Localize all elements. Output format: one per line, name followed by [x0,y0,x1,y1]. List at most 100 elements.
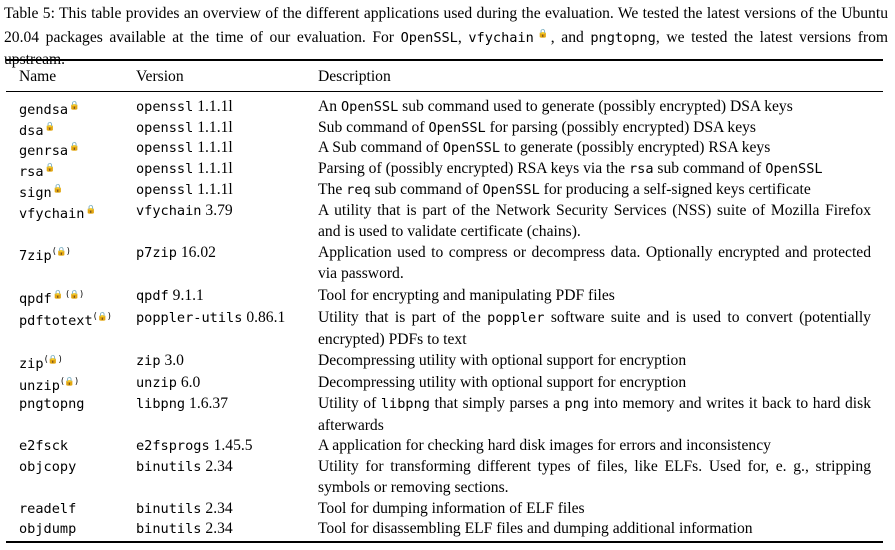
package-version: 9.1.1 [172,287,204,304]
package-name: binutils [136,521,202,537]
package-name: openssl [136,182,194,198]
app-name-text: zip [19,356,44,372]
description-text: Utility for transforming different types… [318,458,871,496]
description-text: software suite and is used to convert (p… [318,309,871,348]
description-text: Decompressing utility with optional supp… [318,374,687,391]
caption-text-1: Table 5: This table provides an overview… [4,5,888,46]
header-name: Name [19,68,57,85]
app-version: binutils 2.34 [136,456,233,478]
description-text: sub command used to generate (possibly e… [398,98,793,115]
app-version: openssl 1.1.1l [136,117,233,139]
app-name: objcopy [19,456,76,478]
app-name-text: objdump [19,521,77,537]
app-description: Utility that is part of the poppler soft… [318,307,871,350]
app-name-text: rsa [19,164,44,180]
app-version: openssl 1.1.1l [136,96,233,118]
app-description: A Sub command of OpenSSL to generate (po… [318,137,871,159]
package-version: 1.1.1l [197,181,233,198]
app-name: readelf [19,498,76,520]
description-code: OpenSSL [482,182,540,198]
lock-icon: (🔒) [93,312,111,322]
app-name-text: 7zip [19,248,52,264]
description-text: Utility of [318,395,381,412]
app-description: Application used to compress or decompre… [318,242,871,284]
package-version: 1.1.1l [197,98,233,115]
description-code: libpng [380,396,430,412]
lock-icon: 🔒 [44,122,56,132]
package-version: 1.6.37 [189,395,228,412]
app-description: Decompressing utility with optional supp… [318,372,871,393]
description-text: into memory and writes it back to hard d… [318,395,871,434]
caption-sep-1: , [457,29,469,46]
package-version: 1.1.1l [197,160,233,177]
top-rule [6,59,883,61]
app-description: Tool for encrypting and manipulating PDF… [318,285,871,306]
header-rule [6,91,883,92]
lock-icon: (🔒) [44,355,62,365]
description-text: sub command of [653,160,766,177]
package-name: openssl [136,99,194,115]
description-code: OpenSSL [428,120,486,136]
app-version: qpdf 9.1.1 [136,285,204,307]
app-description: Utility for transforming different types… [318,456,871,498]
package-name: binutils [136,459,202,475]
package-version: 3.0 [164,352,184,369]
app-name-text: objcopy [19,459,77,475]
package-name: openssl [136,120,194,136]
app-version: binutils 2.34 [136,518,233,540]
description-text: sub command of [370,181,483,198]
description-text: Parsing of (possibly encrypted) RSA keys… [318,160,629,177]
app-version: openssl 1.1.1l [136,137,233,159]
lock-icon: 🔒 [85,205,97,215]
lock-icon: 🔒 [534,29,551,39]
package-name: libpng [136,396,186,412]
package-name: vfychain [136,203,202,219]
package-name: qpdf [136,288,169,304]
app-name-text: unzip [19,378,60,394]
description-text: Tool for encrypting and manipulating PDF… [318,287,615,304]
description-text: The [318,181,347,198]
package-version: 1.1.1l [197,139,233,156]
lock-icon: 🔒 [69,142,80,152]
lock-icon: 🔒 [44,163,56,173]
caption-pngtopng: pngtopng [590,30,656,46]
package-version: 0.86.1 [246,309,286,326]
header-version: Version [136,68,184,85]
description-code: OpenSSL [340,99,399,115]
description-text: A Sub command of [318,139,443,156]
caption-sep-2: , and [550,29,591,46]
app-name-text: qpdf [19,291,52,307]
description-text: that simply parses a [429,395,565,412]
app-version: vfychain 3.79 [136,200,233,222]
package-name: openssl [136,140,194,156]
package-version: 16.02 [180,244,216,261]
package-name: poppler-utils [136,310,243,326]
app-name: gendsa🔒 [19,96,80,121]
description-text: for parsing (possibly encrypted) DSA key… [485,119,756,136]
package-version: 2.34 [205,458,233,475]
package-name: binutils [136,501,202,517]
app-description: An OpenSSL sub command used to generate … [318,96,871,118]
app-name-text: gendsa [19,102,69,118]
app-name: qpdf🔒 (🔒) [19,285,83,310]
description-code: png [564,396,590,412]
description-text: for producing a self-signed keys certifi… [539,181,811,198]
description-text: Decompressing utility with optional supp… [318,352,687,369]
app-name-text: dsa [19,123,44,139]
description-code: poppler [487,310,545,326]
app-version: p7zip 16.02 [136,242,216,264]
package-version: 1.1.1l [197,119,233,136]
app-name-text: sign [19,185,52,201]
app-version: openssl 1.1.1l [136,158,233,180]
app-version: e2fsprogs 1.45.5 [136,435,253,457]
app-name-text: e2fsck [19,438,69,454]
app-name: 7zip(🔒) [19,242,70,267]
app-description: The req sub command of OpenSSL for produ… [318,179,871,201]
app-description: A utility that is part of the Network Se… [318,200,871,242]
description-text: Utility that is part of the [318,309,488,326]
description-code: OpenSSL [442,140,501,156]
app-description: Parsing of (possibly encrypted) RSA keys… [318,158,871,180]
app-description: Tool for disassembling ELF files and dum… [318,518,871,539]
app-name: unzip(🔒) [19,372,78,397]
description-code: req [346,182,371,198]
